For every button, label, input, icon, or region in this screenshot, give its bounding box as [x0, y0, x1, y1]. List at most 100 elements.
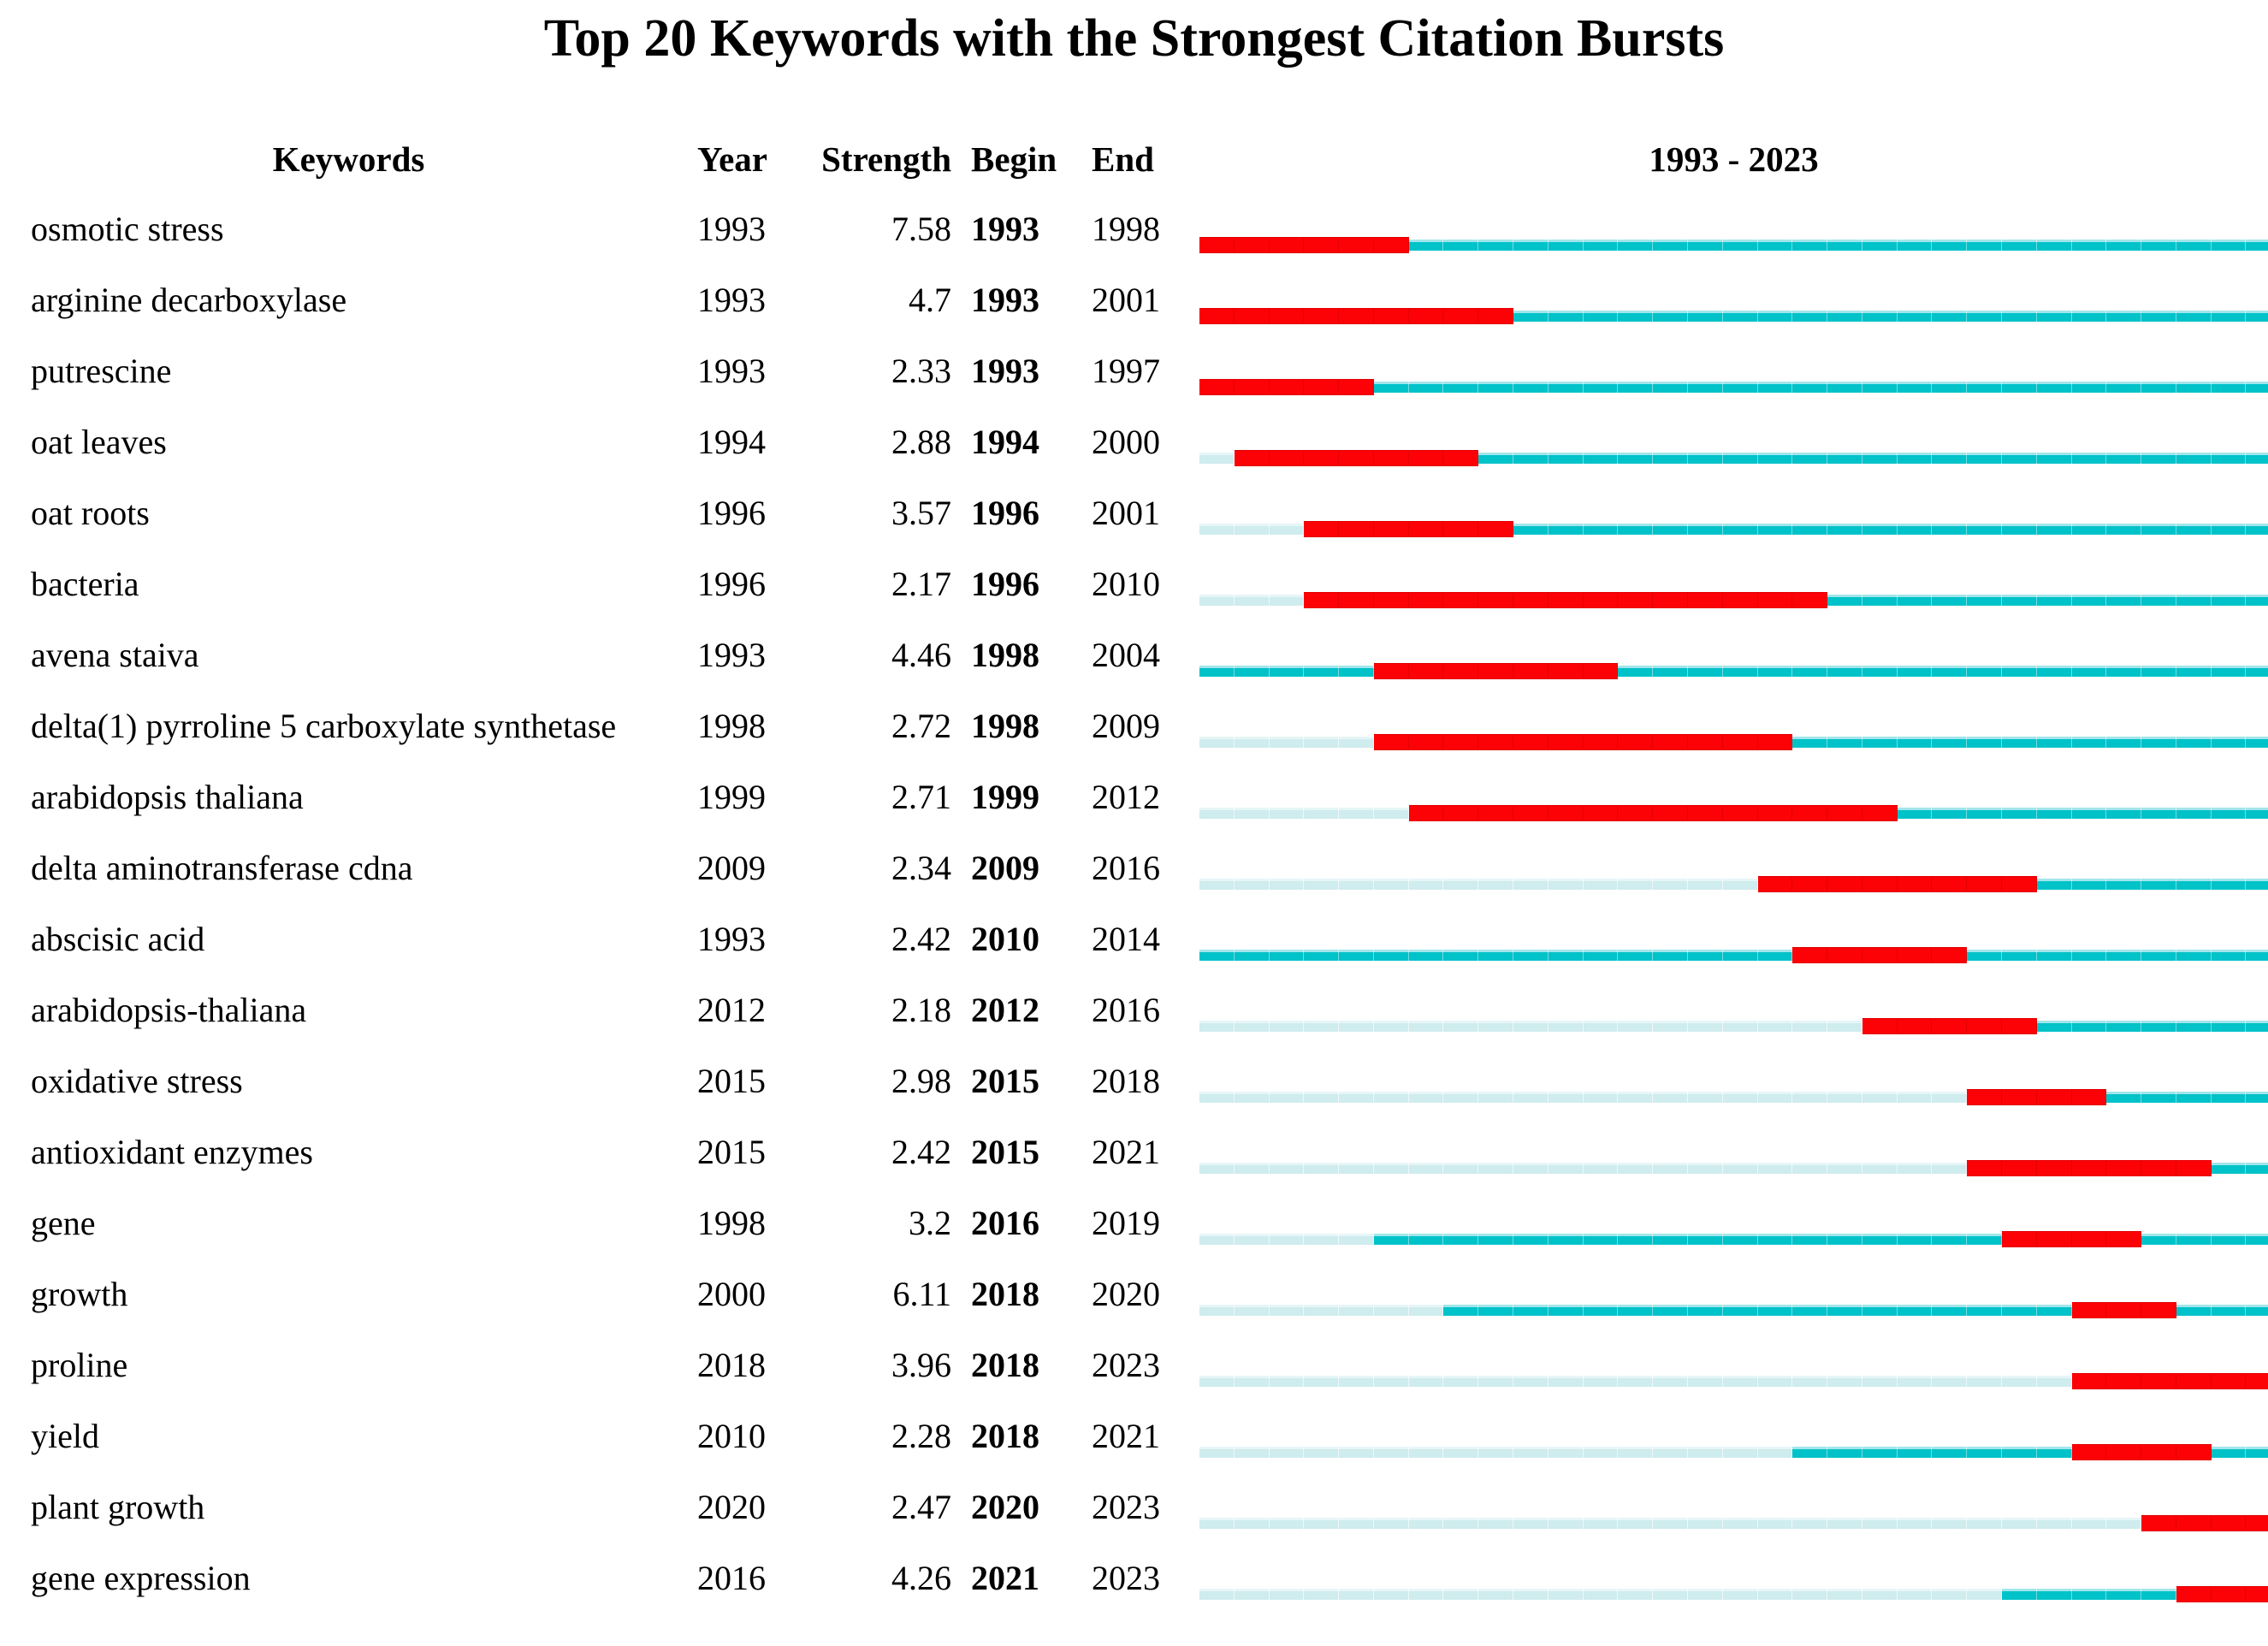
active-segment: [1443, 950, 1479, 961]
inactive-segment: [1373, 1376, 1409, 1387]
inactive-segment: [1234, 595, 1270, 606]
inactive-segment: [1269, 1376, 1305, 1387]
inactive-segment: [1443, 1589, 1479, 1600]
active-segment: [1408, 382, 1444, 393]
inactive-segment: [1373, 1589, 1409, 1600]
inactive-segment: [1967, 1376, 2002, 1387]
burst-segment: [1199, 308, 1235, 324]
inactive-segment: [1234, 1447, 1270, 1458]
active-segment: [2246, 1092, 2268, 1103]
active-segment: [2106, 1092, 2142, 1103]
inactive-segment: [1687, 1589, 1723, 1600]
active-segment: [2071, 311, 2107, 322]
inactive-segment: [1478, 1163, 1514, 1174]
active-segment: [2106, 595, 2142, 606]
inactive-segment: [1827, 1589, 1862, 1600]
burst-segment: [1897, 947, 1933, 963]
active-segment: [2106, 737, 2142, 748]
timeline-bar: [1199, 876, 2268, 892]
active-segment: [2106, 808, 2142, 819]
active-segment: [1548, 1305, 1584, 1316]
burst-segment: [2211, 1515, 2247, 1531]
inactive-segment: [1269, 879, 1305, 890]
begin-value: 2018: [971, 1346, 1039, 1384]
inactive-segment: [1408, 1021, 1444, 1032]
burst-segment: [1932, 1018, 1968, 1034]
active-segment: [2141, 1092, 2176, 1103]
chart-title: Top 20 Keywords with the Strongest Citat…: [543, 9, 1725, 68]
inactive-segment: [1653, 879, 1688, 890]
active-segment: [2106, 950, 2142, 961]
active-segment: [2176, 879, 2212, 890]
begin-value: 2018: [971, 1275, 1039, 1313]
active-segment: [1967, 950, 2002, 961]
active-segment: [1618, 453, 1654, 464]
burst-segment: [1478, 734, 1514, 750]
burst-segment: [1618, 734, 1654, 750]
active-segment: [1862, 737, 1898, 748]
active-segment: [2246, 311, 2268, 322]
inactive-segment: [1967, 1589, 2002, 1600]
inactive-segment: [1339, 1234, 1374, 1245]
burst-segment: [1234, 450, 1270, 466]
burst-segment: [1862, 947, 1898, 963]
active-segment: [1304, 950, 1340, 961]
active-segment: [1757, 524, 1793, 535]
column-header-keywords: Keywords: [272, 139, 425, 179]
inactive-segment: [1653, 1376, 1688, 1387]
active-segment: [1443, 1234, 1479, 1245]
strength-value: 2.18: [891, 991, 951, 1029]
active-segment: [1967, 240, 2002, 251]
burst-segment: [1583, 734, 1619, 750]
inactive-segment: [1653, 1518, 1688, 1529]
column-header-begin: Begin: [971, 139, 1057, 179]
inactive-segment: [1269, 1589, 1305, 1600]
inactive-segment: [1269, 1092, 1305, 1103]
active-segment: [1967, 382, 2002, 393]
active-segment: [2071, 808, 2107, 819]
timeline-cell: [1174, 1542, 2268, 1613]
inactive-segment: [1408, 1447, 1444, 1458]
active-segment: [1618, 950, 1654, 961]
active-segment: [1897, 1447, 1933, 1458]
table-row: growth 2000 6.11 2018 2020: [0, 1258, 2268, 1329]
inactive-segment: [1339, 737, 1374, 748]
active-segment: [1862, 524, 1898, 535]
burst-segment: [2036, 1089, 2072, 1105]
burst-segment: [1269, 237, 1305, 253]
inactive-segment: [1618, 1163, 1654, 1174]
active-segment: [1897, 240, 1933, 251]
burst-segment: [2211, 1373, 2247, 1389]
burst-segment: [1967, 1089, 2002, 1105]
active-segment: [2001, 1589, 2037, 1600]
active-segment: [1792, 524, 1828, 535]
year-value: 2012: [697, 991, 766, 1029]
active-segment: [1827, 382, 1862, 393]
active-segment: [1618, 1234, 1654, 1245]
inactive-segment: [1478, 1518, 1514, 1529]
inactive-segment: [1234, 879, 1270, 890]
active-segment: [2036, 240, 2072, 251]
burst-segment: [1443, 450, 1479, 466]
inactive-segment: [1234, 1589, 1270, 1600]
timeline-bar: [1199, 1160, 2268, 1176]
burst-segment: [1827, 947, 1862, 963]
begin-value: 2009: [971, 849, 1039, 887]
inactive-segment: [1304, 808, 1340, 819]
active-segment: [1269, 666, 1305, 677]
keyword-label: plant growth: [31, 1488, 205, 1526]
end-value: 2023: [1092, 1559, 1160, 1597]
year-value: 1993: [697, 210, 766, 248]
inactive-segment: [1269, 808, 1305, 819]
inactive-segment: [1199, 1518, 1235, 1529]
timeline-cell: [1174, 832, 2268, 903]
active-segment: [1827, 1447, 1862, 1458]
inactive-segment: [1618, 1376, 1654, 1387]
active-segment: [1897, 524, 1933, 535]
active-segment: [2176, 1234, 2212, 1245]
active-segment: [2211, 524, 2247, 535]
active-segment: [2246, 950, 2268, 961]
end-value: 2021: [1092, 1417, 1160, 1455]
active-segment: [1373, 382, 1409, 393]
active-segment: [1653, 382, 1688, 393]
